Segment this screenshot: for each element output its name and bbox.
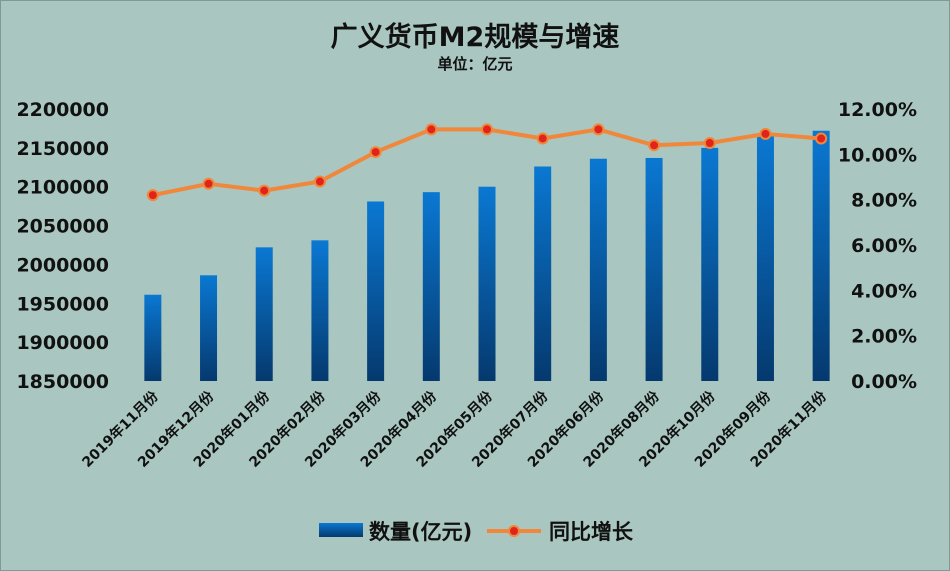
growth-point	[202, 177, 215, 190]
right-axis: 0.00% 2.00% 4.00% 6.00% 8.00% 10.00% 12.00%	[838, 99, 917, 393]
bar	[701, 147, 719, 381]
growth-point	[759, 127, 772, 140]
right-tick-label: 8.00%	[851, 190, 917, 212]
right-tick-label: 12.00%	[838, 99, 917, 121]
bar	[534, 166, 552, 381]
chart-title: 广义货币M2规模与增速	[331, 21, 620, 53]
bar	[756, 136, 774, 381]
bar	[367, 201, 385, 381]
bar	[311, 240, 329, 381]
growth-point	[258, 184, 271, 197]
left-tick-label: 2100000	[16, 177, 109, 199]
growth-point	[313, 175, 326, 188]
legend-bar-label: 数量(亿元)	[369, 520, 472, 544]
growth-point	[703, 137, 716, 149]
growth-point	[369, 146, 382, 159]
left-tick-label: 2150000	[16, 138, 109, 160]
growth-point	[481, 123, 493, 136]
line-series	[146, 123, 828, 202]
legend-line-label: 同比增长	[549, 520, 634, 544]
growth-point	[425, 123, 438, 136]
bar	[812, 130, 830, 381]
bar	[200, 275, 218, 381]
growth-point	[592, 123, 605, 136]
x-axis: 2019年11月份2019年12月份2020年01月份2020年02月份2020…	[79, 387, 831, 471]
legend-bar-swatch	[319, 523, 363, 537]
left-tick-label: 2200000	[16, 99, 109, 121]
bar	[255, 247, 273, 381]
right-tick-label: 10.00%	[838, 144, 917, 166]
bar	[422, 192, 440, 381]
left-tick-label: 2000000	[16, 254, 109, 276]
growth-point	[648, 139, 661, 152]
legend-line-marker	[508, 525, 520, 537]
bar	[589, 158, 607, 381]
growth-point	[815, 132, 828, 145]
bar	[478, 186, 496, 381]
left-tick-label: 1900000	[16, 332, 109, 354]
left-axis: 1850000 1900000 1950000 2000000 2050000 21000…	[16, 99, 109, 393]
growth-point	[536, 132, 549, 145]
bar-series	[144, 130, 830, 381]
right-tick-label: 4.00%	[851, 280, 917, 302]
left-tick-label: 1950000	[16, 293, 109, 315]
legend: 数量(亿元) 同比增长	[319, 520, 634, 544]
right-tick-label: 6.00%	[851, 235, 917, 257]
growth-line	[152, 127, 822, 198]
chart-subtitle: 单位：亿元	[437, 55, 512, 73]
bar	[645, 157, 663, 381]
right-tick-label: 0.00%	[851, 371, 917, 393]
left-tick-label: 1850000	[16, 371, 109, 393]
growth-point	[146, 189, 159, 202]
right-tick-label: 2.00%	[851, 326, 917, 348]
bar	[144, 294, 162, 381]
left-tick-label: 2050000	[16, 216, 109, 238]
